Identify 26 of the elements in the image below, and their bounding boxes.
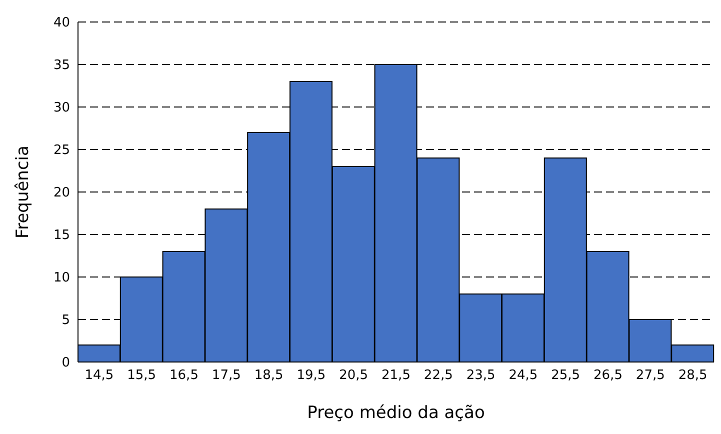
x-tick-label: 14,5	[84, 368, 114, 384]
y-axis-title: Frequência	[13, 146, 34, 238]
x-tick-label: 21,5	[382, 368, 410, 384]
y-tick-label: 10	[53, 270, 70, 286]
x-tick-label: 24,5	[508, 368, 538, 384]
y-tick-label: 40	[53, 16, 70, 31]
x-tick-label: 17,5	[212, 368, 241, 384]
x-tick-label: 25,5	[551, 368, 580, 384]
y-tick-label: 15	[53, 228, 70, 244]
x-tick-label: 26,5	[594, 368, 622, 384]
y-tick-label: 20	[53, 186, 70, 201]
x-tick-label: 15,5	[127, 368, 156, 384]
x-tick-label: 23,5	[466, 368, 496, 384]
x-tick-label: 19,5	[296, 368, 326, 384]
x-tick-label: 18,5	[254, 368, 284, 384]
x-axis-title: Preço médio da ação	[307, 403, 485, 423]
x-tick-label: 20,5	[339, 368, 368, 384]
y-tick-label: 0	[62, 356, 70, 371]
y-tick-label: 25	[53, 143, 70, 158]
x-tick-label: 28,5	[678, 368, 708, 384]
y-tick-label: 5	[62, 313, 70, 328]
x-tick-label: 27,5	[636, 368, 665, 384]
x-tick-label: 16,5	[170, 368, 198, 384]
y-tick-label: 35	[53, 58, 70, 74]
x-tick-label: 22,5	[424, 368, 453, 384]
y-tick-label: 30	[53, 100, 70, 116]
